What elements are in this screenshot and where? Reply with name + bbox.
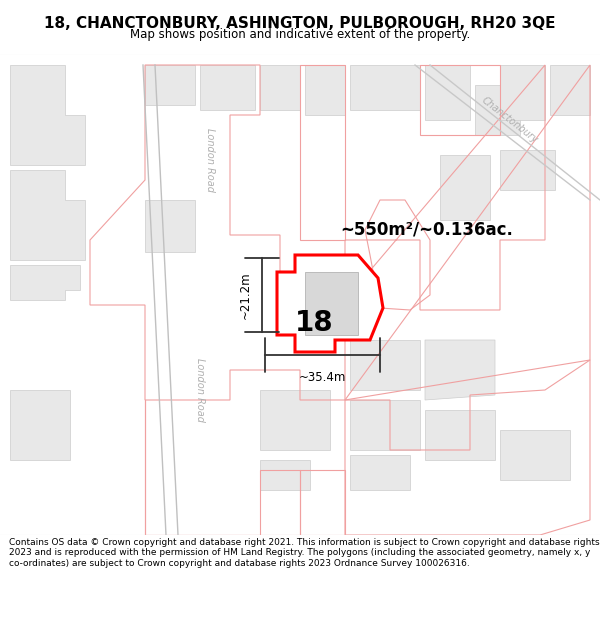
Polygon shape bbox=[10, 265, 80, 300]
Polygon shape bbox=[145, 65, 195, 105]
Text: Map shows position and indicative extent of the property.: Map shows position and indicative extent… bbox=[130, 28, 470, 41]
Polygon shape bbox=[350, 65, 420, 110]
Polygon shape bbox=[260, 65, 300, 110]
Text: ~21.2m: ~21.2m bbox=[239, 271, 252, 319]
Text: 18, CHANCTONBURY, ASHINGTON, PULBOROUGH, RH20 3QE: 18, CHANCTONBURY, ASHINGTON, PULBOROUGH,… bbox=[44, 16, 556, 31]
Polygon shape bbox=[305, 272, 358, 335]
Polygon shape bbox=[260, 460, 310, 490]
Text: Contains OS data © Crown copyright and database right 2021. This information is : Contains OS data © Crown copyright and d… bbox=[9, 538, 599, 568]
Text: London Road: London Road bbox=[195, 358, 205, 422]
Text: ~550m²/~0.136ac.: ~550m²/~0.136ac. bbox=[340, 221, 513, 239]
Polygon shape bbox=[500, 430, 570, 480]
Polygon shape bbox=[10, 65, 85, 165]
Text: Chanctonbury: Chanctonbury bbox=[480, 95, 540, 145]
Polygon shape bbox=[260, 390, 330, 450]
Polygon shape bbox=[550, 65, 590, 115]
Polygon shape bbox=[475, 85, 520, 135]
Polygon shape bbox=[440, 155, 490, 220]
Polygon shape bbox=[10, 390, 70, 460]
Polygon shape bbox=[425, 410, 495, 460]
Polygon shape bbox=[425, 65, 470, 120]
Polygon shape bbox=[305, 65, 345, 115]
Text: ~35.4m: ~35.4m bbox=[299, 371, 346, 384]
Polygon shape bbox=[500, 65, 545, 120]
Polygon shape bbox=[350, 340, 420, 390]
Polygon shape bbox=[425, 340, 495, 400]
Polygon shape bbox=[350, 455, 410, 490]
Polygon shape bbox=[350, 400, 420, 450]
Text: 18: 18 bbox=[295, 309, 334, 337]
Text: London Road: London Road bbox=[205, 128, 215, 192]
Polygon shape bbox=[277, 255, 383, 352]
Polygon shape bbox=[200, 65, 255, 110]
Polygon shape bbox=[500, 150, 555, 190]
Polygon shape bbox=[145, 200, 195, 252]
Polygon shape bbox=[10, 170, 85, 260]
